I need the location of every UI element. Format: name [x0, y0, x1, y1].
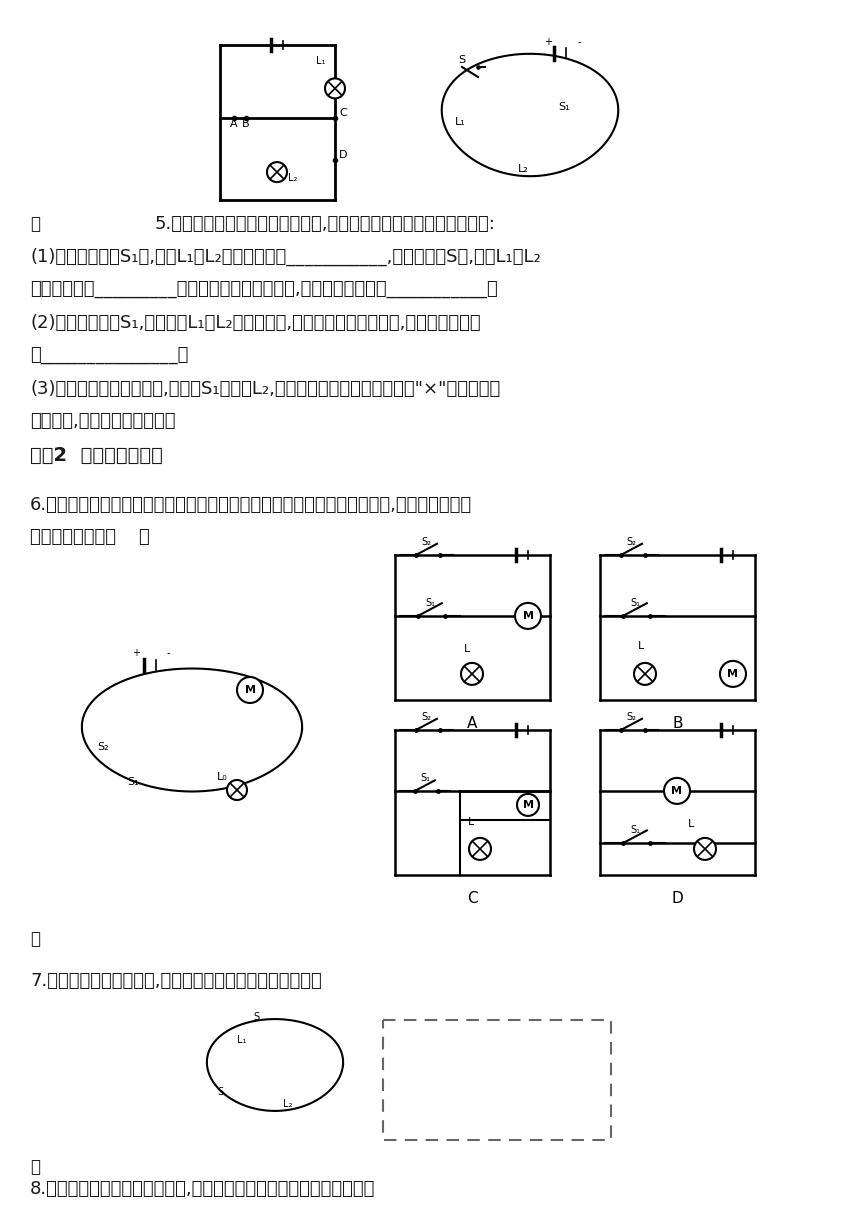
Text: L: L — [638, 641, 644, 652]
Text: M: M — [728, 669, 739, 679]
Text: 制_______________。: 制_______________。 — [30, 347, 188, 364]
Text: +: + — [132, 648, 140, 658]
Text: S₂: S₂ — [421, 537, 432, 547]
Text: L₁: L₁ — [316, 56, 326, 66]
Text: A: A — [467, 716, 477, 731]
Text: M: M — [244, 685, 255, 696]
Circle shape — [237, 677, 263, 703]
Text: S₂: S₂ — [97, 742, 108, 751]
Circle shape — [227, 779, 247, 800]
Text: L₂: L₂ — [288, 174, 298, 184]
Text: 图: 图 — [30, 930, 40, 948]
Text: C: C — [339, 108, 347, 118]
Text: (3)如果只能改动一根导线,让开关S₁只控制L₂,请你在图中把要改动的导线打"×"并用笔画线: (3)如果只能改动一根导线,让开关S₁只控制L₂,请你在图中把要改动的导线打"×… — [30, 379, 501, 398]
Text: S: S — [217, 1087, 223, 1097]
Circle shape — [469, 838, 491, 860]
Circle shape — [325, 78, 345, 98]
Circle shape — [694, 838, 716, 860]
Text: L: L — [464, 644, 470, 654]
Circle shape — [461, 663, 483, 685]
Text: (1)当只闭合开关S₁时,灯泡L₁、L₂的发光情况是___________,再闭合开关S后,灯泡L₁、L₂: (1)当只闭合开关S₁时,灯泡L₁、L₂的发光情况是___________,再闭… — [30, 248, 541, 266]
Text: 的发光情况是_________。由此说明在并联电路中,干路中的开关控制___________。: 的发光情况是_________。由此说明在并联电路中,干路中的开关控制_____… — [30, 280, 498, 298]
Text: S₂: S₂ — [626, 537, 636, 547]
Text: S₁: S₁ — [558, 102, 569, 112]
Circle shape — [515, 603, 541, 629]
Circle shape — [517, 794, 539, 816]
Text: L: L — [688, 820, 694, 829]
Text: S₂: S₂ — [421, 713, 432, 722]
Text: S: S — [253, 1012, 259, 1021]
Text: D: D — [339, 150, 347, 159]
Text: S₁: S₁ — [425, 598, 435, 608]
Circle shape — [634, 663, 656, 685]
Text: B: B — [242, 119, 249, 129]
Text: A: A — [230, 119, 237, 129]
Text: 代替导线,画出改接后的连接。: 代替导线,画出改接后的连接。 — [30, 412, 175, 430]
Text: 7.按照如图所示的实物图,在虚线框内画出所对应的电路图。: 7.按照如图所示的实物图,在虚线框内画出所对应的电路图。 — [30, 972, 322, 990]
Text: 8.请你根据如图甲所示的电路图,帮助小雨同学连接图乙中的实物电路。: 8.请你根据如图甲所示的电路图,帮助小雨同学连接图乙中的实物电路。 — [30, 1180, 375, 1198]
Text: L₁: L₁ — [455, 117, 466, 126]
Text: L₂: L₂ — [518, 164, 529, 174]
Text: 6.把两节干电池、两个开关、一个小灯泡、一个电动机连成如图所示的电路,与实物图对应的: 6.把两节干电池、两个开关、一个小灯泡、一个电动机连成如图所示的电路,与实物图对… — [30, 496, 472, 514]
Circle shape — [720, 662, 746, 687]
Text: 图: 图 — [30, 1158, 40, 1176]
Text: -: - — [167, 648, 170, 658]
Circle shape — [664, 778, 690, 804]
Text: C: C — [467, 891, 478, 906]
Text: -: - — [578, 36, 581, 47]
Text: L₂: L₂ — [283, 1099, 292, 1109]
Text: M: M — [523, 800, 533, 810]
Text: M: M — [523, 610, 533, 621]
Circle shape — [267, 162, 287, 182]
Text: +: + — [544, 36, 552, 47]
Text: S₁: S₁ — [630, 826, 640, 835]
Text: B: B — [673, 716, 683, 731]
Text: L₁: L₁ — [237, 1035, 246, 1045]
Text: D: D — [672, 891, 684, 906]
Text: M: M — [672, 786, 683, 796]
Text: S₁: S₁ — [420, 773, 430, 783]
Text: (2)然后断开开关S₁,观察灯泡L₁、L₂的发光情况,由此说明在并联电路中,支路中的开关控: (2)然后断开开关S₁,观察灯泡L₁、L₂的发光情况,由此说明在并联电路中,支路… — [30, 314, 481, 332]
Text: S₂: S₂ — [626, 713, 636, 722]
Text: 题组2  电路图与实物图: 题组2 电路图与实物图 — [30, 446, 163, 465]
Text: L₀: L₀ — [217, 772, 228, 782]
Text: 图: 图 — [30, 215, 40, 233]
Text: S₁: S₁ — [127, 777, 138, 787]
Text: S: S — [458, 55, 465, 64]
Text: 5.在探究并联电路的特点的实验中,小轩选用如图所示电路来完成实验:: 5.在探究并联电路的特点的实验中,小轩选用如图所示电路来完成实验: — [155, 215, 496, 233]
Text: L: L — [468, 817, 474, 827]
Text: S₁: S₁ — [630, 598, 640, 608]
Text: 电路图是图中的（    ）: 电路图是图中的（ ） — [30, 528, 150, 546]
